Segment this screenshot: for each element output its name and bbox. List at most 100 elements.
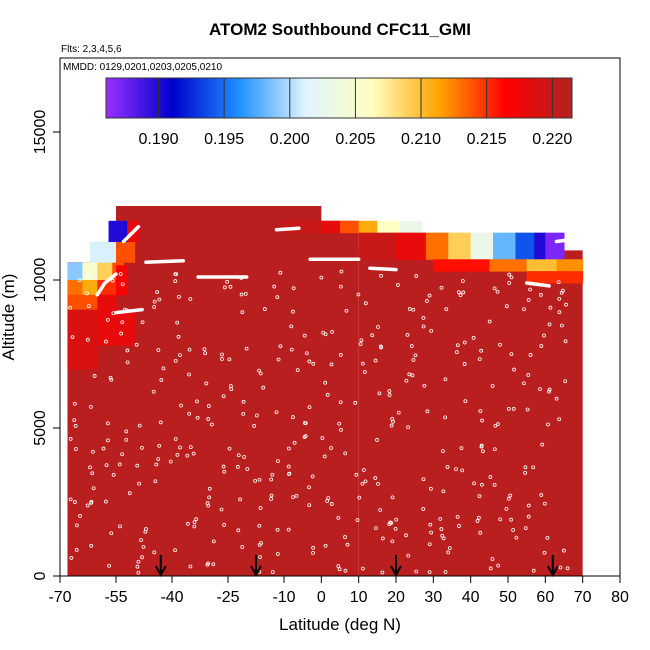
- track-point: [307, 405, 312, 410]
- track-point: [425, 409, 430, 414]
- track-point: [390, 495, 395, 500]
- track-point: [429, 530, 433, 535]
- track-point: [187, 411, 192, 416]
- y-tick-label: 5000: [32, 410, 49, 446]
- track-point: [220, 357, 224, 361]
- track-point: [330, 329, 335, 334]
- track-point: [188, 297, 193, 301]
- track-point: [476, 515, 481, 520]
- x-tick-label: -40: [160, 589, 183, 606]
- flight-track-points: [68, 224, 581, 575]
- track-point: [522, 307, 526, 312]
- track-point: [242, 455, 247, 459]
- track-point: [239, 292, 244, 297]
- track-point: [135, 564, 140, 569]
- track-point: [257, 477, 262, 482]
- field-cell: [340, 220, 360, 234]
- track-point: [194, 517, 199, 522]
- track-point: [323, 543, 328, 548]
- colorbar: [105, 77, 573, 119]
- track-point: [269, 497, 273, 501]
- track-point: [376, 481, 380, 486]
- track-point: [258, 506, 263, 510]
- track-point: [461, 290, 466, 295]
- y-tick-label: 15000: [32, 110, 49, 155]
- track-point: [86, 304, 91, 309]
- track-point: [509, 517, 513, 522]
- track-point: [547, 387, 552, 392]
- track-point: [227, 357, 232, 362]
- track-point: [336, 515, 341, 520]
- track-point: [105, 318, 110, 322]
- track-point: [74, 523, 79, 528]
- track-point: [68, 497, 73, 502]
- track-point: [509, 275, 514, 280]
- track-point: [269, 493, 274, 498]
- track-point: [405, 333, 410, 337]
- track-point: [173, 437, 178, 441]
- y-tick-label: 10000: [32, 258, 49, 303]
- track-point: [236, 528, 241, 533]
- track-point: [443, 377, 448, 382]
- track-point: [152, 305, 157, 309]
- track-point: [222, 523, 227, 527]
- track-point: [207, 495, 212, 500]
- track-point: [278, 270, 283, 275]
- track-point: [179, 403, 183, 408]
- track-point: [211, 539, 216, 544]
- track-point: [421, 315, 426, 320]
- track-point: [90, 449, 95, 454]
- track-point: [311, 545, 316, 550]
- field-cell: [82, 262, 98, 281]
- track-point: [479, 443, 484, 448]
- track-point: [407, 372, 412, 377]
- track-point: [387, 393, 392, 397]
- track-point: [460, 468, 465, 473]
- track-point: [310, 474, 315, 479]
- track-point: [120, 282, 125, 287]
- track-point: [355, 518, 360, 522]
- arrow-head: [154, 565, 167, 578]
- track-point: [195, 399, 199, 404]
- track-point: [339, 427, 343, 432]
- x-tick-label: 70: [574, 589, 592, 606]
- track-point: [195, 415, 200, 420]
- track-point: [377, 391, 382, 396]
- track-point: [188, 564, 193, 569]
- track-point: [477, 494, 482, 499]
- track-point: [286, 446, 291, 451]
- colorbar-tick-label: 0.215: [467, 131, 507, 148]
- track-point: [104, 339, 108, 344]
- track-point: [488, 566, 493, 571]
- track-point: [210, 422, 214, 427]
- track-point: [472, 481, 477, 486]
- track-point: [106, 438, 110, 443]
- track-point: [396, 283, 400, 287]
- track-point: [360, 566, 365, 571]
- track-point: [275, 295, 280, 300]
- track-point: [258, 555, 263, 560]
- track-point: [490, 557, 495, 561]
- track-point: [339, 269, 344, 274]
- track-point: [329, 446, 333, 450]
- track-segment: [368, 266, 398, 272]
- track-point: [538, 293, 543, 297]
- track-point: [338, 400, 343, 405]
- track-point: [88, 404, 93, 409]
- track-point: [557, 297, 562, 301]
- track-point: [565, 566, 570, 571]
- track-point: [504, 506, 509, 511]
- track-point: [526, 297, 531, 302]
- colorbar-ticks: 0.190 0.195 0.200 0.205 0.210 0.215 0.220: [138, 131, 572, 148]
- flights-label: Flts: 2,3,4,5,6: [61, 44, 122, 55]
- track-point: [427, 570, 432, 575]
- track-point: [254, 413, 259, 418]
- track-point: [322, 454, 327, 459]
- x-tick-label: 40: [462, 589, 480, 606]
- field-cell: [526, 271, 584, 284]
- track-point: [134, 342, 139, 347]
- track-point: [276, 357, 281, 362]
- track-point: [362, 370, 367, 374]
- track-point: [178, 353, 182, 358]
- track-point: [547, 322, 552, 327]
